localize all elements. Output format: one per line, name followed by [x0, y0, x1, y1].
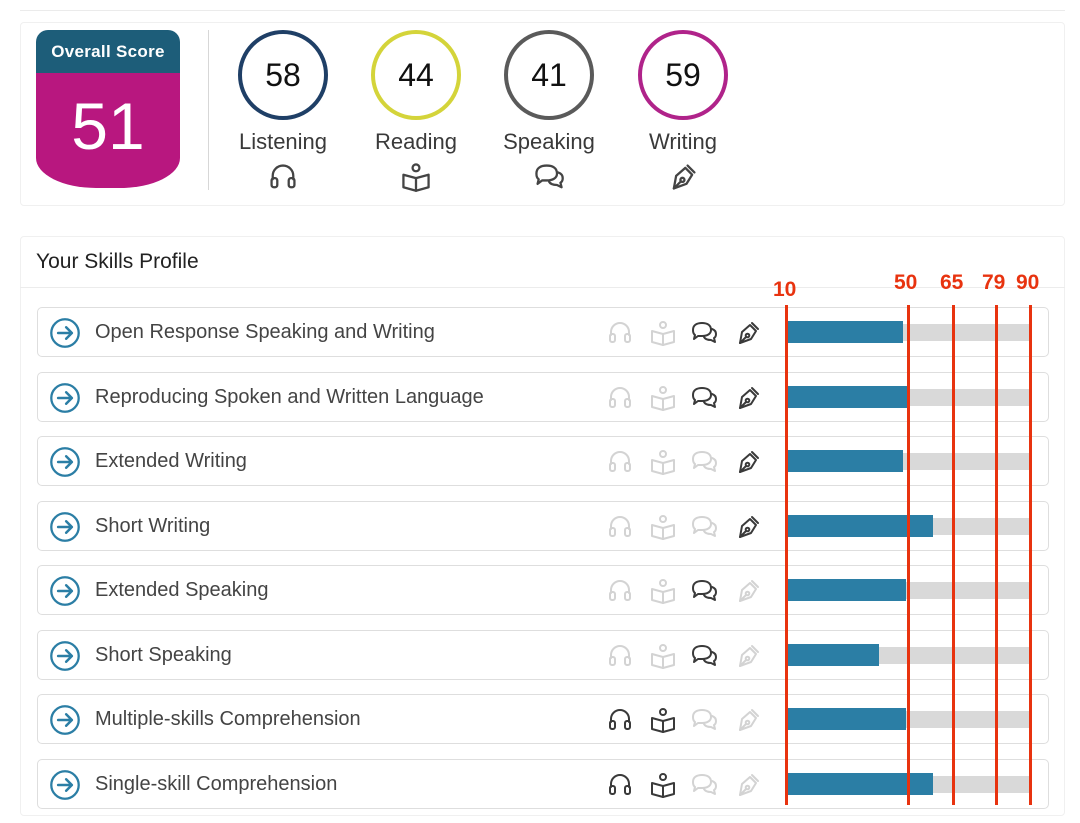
- skills-profile-row-label: Short Writing: [95, 515, 211, 537]
- skills-profile-row[interactable]: Extended Speaking: [37, 565, 1049, 615]
- skills-profile-card: [20, 236, 1065, 816]
- headphones-icon: [606, 513, 634, 546]
- speech-bubbles-icon: [690, 577, 718, 610]
- book-reader-icon: [649, 706, 677, 739]
- book-reader-icon: [649, 642, 677, 675]
- expand-arrow-icon[interactable]: [49, 511, 81, 548]
- skill-score-circle: 58: [238, 30, 328, 120]
- book-reader-icon: [649, 384, 677, 417]
- book-reader-icon: [649, 577, 677, 610]
- skill-score-circle: 59: [638, 30, 728, 120]
- book-reader-icon: [649, 771, 677, 804]
- skills-profile-row[interactable]: Multiple-skills Comprehension: [37, 694, 1049, 744]
- score-marker-label: 50: [894, 271, 918, 294]
- score-marker-label: 65: [940, 271, 964, 294]
- overall-score-badge: Overall Score 51: [36, 30, 180, 188]
- speech-bubbles-icon: [690, 706, 718, 739]
- overall-score-value: 51: [36, 73, 180, 188]
- skill-score-label: Listening: [238, 129, 328, 154]
- skills-profile-row[interactable]: Open Response Speaking and Writing: [37, 307, 1049, 357]
- score-bar-fill: [787, 773, 933, 795]
- score-marker-line: [907, 305, 910, 805]
- skills-profile-row-label: Extended Writing: [95, 450, 247, 472]
- book-reader-icon: [649, 513, 677, 546]
- headphones-icon: [606, 577, 634, 610]
- skills-profile-row-label: Open Response Speaking and Writing: [95, 321, 435, 343]
- skills-profile-row-label: Short Speaking: [95, 644, 232, 666]
- expand-arrow-icon[interactable]: [49, 317, 81, 354]
- skill-score-label: Reading: [375, 129, 457, 154]
- skills-profile-row[interactable]: Reproducing Spoken and Written Language: [37, 372, 1049, 422]
- score-marker-label: 10: [773, 278, 797, 301]
- pen-nib-icon: [734, 706, 762, 739]
- score-bar-fill: [787, 579, 906, 601]
- skills-profile-row-label: Single-skill Comprehension: [95, 773, 338, 795]
- score-marker-line: [952, 305, 955, 805]
- score-marker-line: [785, 305, 788, 805]
- skill-score-listening: 58 Listening: [223, 30, 343, 198]
- overall-score-title: Overall Score: [36, 30, 180, 73]
- pen-nib-icon: [734, 384, 762, 417]
- pen-nib-icon: [667, 161, 699, 198]
- skill-score-reading: 44 Reading: [356, 30, 476, 198]
- expand-arrow-icon[interactable]: [49, 575, 81, 612]
- skill-score-writing: 59 Writing: [623, 30, 743, 198]
- skills-profile-row-label: Reproducing Spoken and Written Language: [95, 386, 484, 408]
- score-bar-fill: [787, 515, 933, 537]
- score-bar-fill: [787, 450, 903, 472]
- expand-arrow-icon[interactable]: [49, 382, 81, 419]
- headphones-icon: [606, 771, 634, 804]
- headphones-icon: [267, 161, 299, 198]
- speech-bubbles-icon: [690, 319, 718, 352]
- headphones-icon: [606, 706, 634, 739]
- pen-nib-icon: [734, 448, 762, 481]
- headphones-icon: [606, 319, 634, 352]
- expand-arrow-icon[interactable]: [49, 640, 81, 677]
- book-reader-icon: [649, 448, 677, 481]
- skill-score-circle: 44: [371, 30, 461, 120]
- score-marker-line: [1029, 305, 1032, 805]
- skills-profile-row-label: Multiple-skills Comprehension: [95, 708, 361, 730]
- score-bar-fill: [787, 386, 909, 408]
- expand-arrow-icon[interactable]: [49, 769, 81, 806]
- skills-profile-title: Your Skills Profile: [36, 250, 199, 273]
- headphones-icon: [606, 642, 634, 675]
- skills-profile-row-label: Extended Speaking: [95, 579, 269, 601]
- pen-nib-icon: [734, 513, 762, 546]
- pen-nib-icon: [734, 577, 762, 610]
- skill-score-label: Speaking: [503, 129, 595, 154]
- speech-bubbles-icon: [690, 642, 718, 675]
- speech-bubbles-icon: [533, 161, 565, 198]
- skill-score-circle: 41: [504, 30, 594, 120]
- score-bar-fill: [787, 321, 903, 343]
- book-reader-icon: [649, 319, 677, 352]
- score-bar-fill: [787, 644, 879, 666]
- skill-score-speaking: 41 Speaking: [489, 30, 609, 198]
- skills-profile-row[interactable]: Short Speaking: [37, 630, 1049, 680]
- speech-bubbles-icon: [690, 448, 718, 481]
- speech-bubbles-icon: [690, 513, 718, 546]
- skills-profile-row[interactable]: Single-skill Comprehension: [37, 759, 1049, 809]
- score-marker-label: 79: [982, 271, 1006, 294]
- pen-nib-icon: [734, 771, 762, 804]
- score-divider: [208, 30, 209, 190]
- expand-arrow-icon[interactable]: [49, 446, 81, 483]
- book-reader-icon: [400, 161, 432, 198]
- headphones-icon: [606, 448, 634, 481]
- expand-arrow-icon[interactable]: [49, 704, 81, 741]
- skills-profile-divider: [20, 287, 1065, 288]
- skills-profile-row[interactable]: Extended Writing: [37, 436, 1049, 486]
- speech-bubbles-icon: [690, 384, 718, 417]
- skills-profile-row[interactable]: Short Writing: [37, 501, 1049, 551]
- pen-nib-icon: [734, 642, 762, 675]
- speech-bubbles-icon: [690, 771, 718, 804]
- headphones-icon: [606, 384, 634, 417]
- pen-nib-icon: [734, 319, 762, 352]
- skill-score-label: Writing: [648, 129, 718, 154]
- score-marker-label: 90: [1016, 271, 1040, 294]
- score-bar-fill: [787, 708, 906, 730]
- score-marker-line: [995, 305, 998, 805]
- top-divider: [20, 10, 1065, 11]
